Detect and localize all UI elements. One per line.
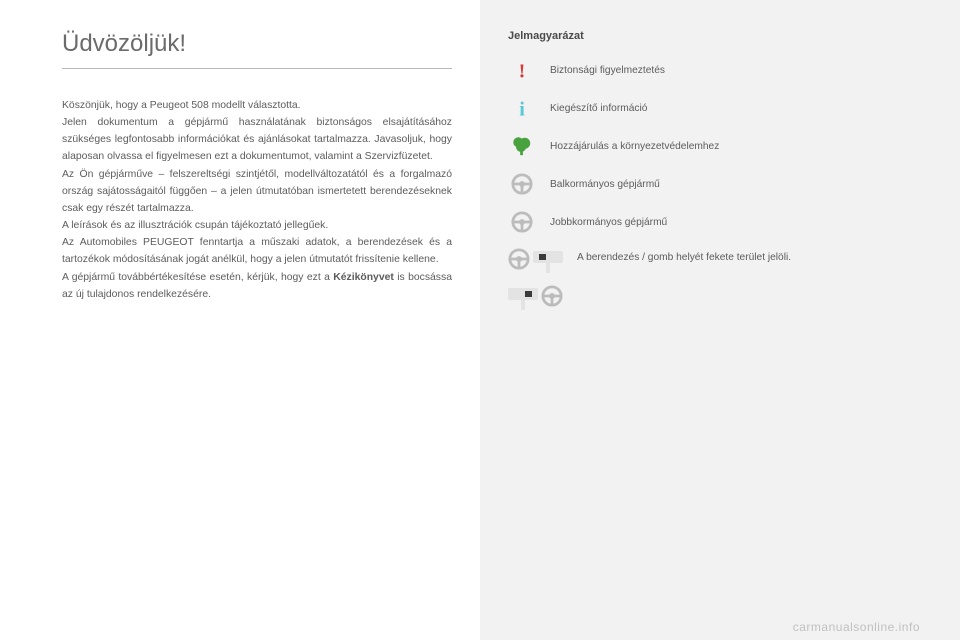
legend-label: Jobbkormányos gépjármű bbox=[550, 217, 667, 228]
legend-label: Kiegészítő információ bbox=[550, 103, 647, 114]
tree-icon bbox=[508, 134, 536, 158]
bold-keyword: Kézikönyvet bbox=[333, 272, 394, 283]
info-icon: i bbox=[508, 96, 536, 120]
page-title: Üdvözöljük! bbox=[62, 30, 452, 58]
legend-label: Hozzájárulás a környezetvédelemhez bbox=[550, 141, 719, 152]
title-divider bbox=[62, 68, 452, 69]
steering-wheel-right-icon bbox=[508, 210, 536, 234]
left-column: Üdvözöljük! Köszönjük, hogy a Peugeot 50… bbox=[0, 0, 480, 640]
legend-item-tree: Hozzájárulás a környezetvédelemhez bbox=[508, 134, 920, 158]
legend-label: Biztonsági figyelmeztetés bbox=[550, 65, 665, 76]
paragraph: A leírások és az illusztrációk csupán tá… bbox=[62, 217, 452, 234]
dashboard-panel-icon bbox=[533, 251, 563, 273]
legend-list: ! Biztonsági figyelmeztetés i Kiegészítő… bbox=[508, 58, 920, 312]
steering-wheel-left-icon bbox=[508, 172, 536, 196]
paragraph: Köszönjük, hogy a Peugeot 508 modellt vá… bbox=[62, 97, 452, 114]
footer-watermark: carmanualsonline.info bbox=[793, 620, 920, 634]
body-text: Köszönjük, hogy a Peugeot 508 modellt vá… bbox=[62, 97, 452, 303]
svg-text:!: ! bbox=[519, 60, 526, 81]
steering-wheel-left-icon bbox=[508, 248, 530, 275]
legend-item-lhd: Balkormányos gépjármű bbox=[508, 172, 920, 196]
warning-icon: ! bbox=[508, 58, 536, 82]
legend-item-location-marker: A berendezés / gomb helyét fekete terüle… bbox=[508, 248, 920, 312]
legend-label: A berendezés / gomb helyét fekete terüle… bbox=[577, 252, 791, 263]
steering-wheel-right-icon bbox=[541, 285, 563, 312]
dashboard-panel-icon bbox=[508, 288, 538, 310]
right-column: Jelmagyarázat ! Biztonsági figyelmezteté… bbox=[480, 0, 960, 640]
paragraph: Jelen dokumentum a gépjármű használatána… bbox=[62, 114, 452, 165]
legend-item-rhd: Jobbkormányos gépjármű bbox=[508, 210, 920, 234]
dashboard-diagram-group bbox=[508, 248, 563, 312]
legend-item-info: i Kiegészítő információ bbox=[508, 96, 920, 120]
legend-item-warning: ! Biztonsági figyelmeztetés bbox=[508, 58, 920, 82]
legend-title: Jelmagyarázat bbox=[508, 30, 920, 42]
paragraph: Az Ön gépjárműve – felszereltségi szintj… bbox=[62, 166, 452, 217]
paragraph: Az Automobiles PEUGEOT fenntartja a műsz… bbox=[62, 234, 452, 268]
svg-text:i: i bbox=[519, 98, 525, 119]
paragraph: A gépjármű továbbértékesítése esetén, ké… bbox=[62, 269, 452, 303]
legend-label: Balkormányos gépjármű bbox=[550, 179, 660, 190]
